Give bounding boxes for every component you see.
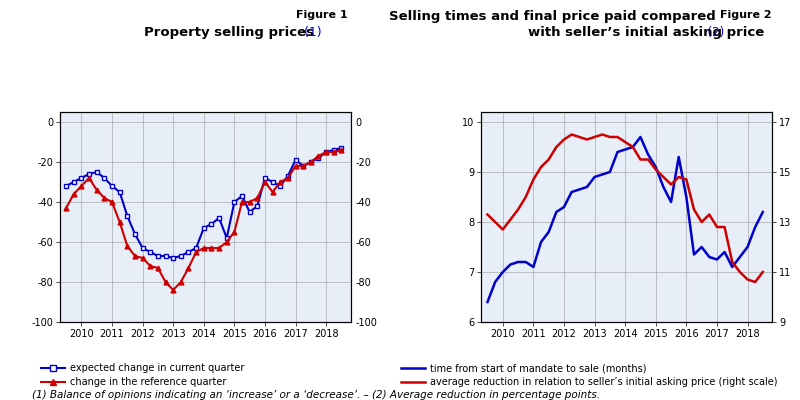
Text: (1): (1) <box>300 26 322 39</box>
Text: Property selling prices: Property selling prices <box>144 26 314 39</box>
Text: Selling times and final price paid compared: Selling times and final price paid compa… <box>389 10 715 23</box>
Text: Figure 2: Figure 2 <box>720 10 772 20</box>
Legend: time from start of mandate to sale (months), average reduction in relation to se: time from start of mandate to sale (mont… <box>397 360 782 391</box>
Text: Figure 1: Figure 1 <box>296 10 348 20</box>
Legend: expected change in current quarter, change in the reference quarter: expected change in current quarter, chan… <box>37 360 248 391</box>
Text: (1) Balance of opinions indicating an ‘increase’ or a ‘decrease’. – (2) Average : (1) Balance of opinions indicating an ‘i… <box>32 390 600 400</box>
Text: (2): (2) <box>700 26 724 39</box>
Text: with seller’s initial asking price: with seller’s initial asking price <box>528 26 764 39</box>
